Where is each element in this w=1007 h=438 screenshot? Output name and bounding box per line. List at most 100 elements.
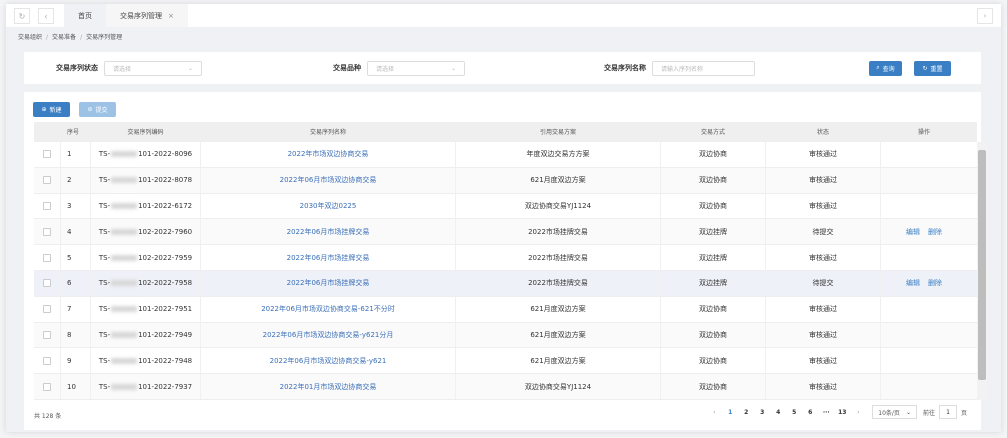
header-plan: 引用交易方案 bbox=[456, 122, 661, 141]
row-no: 10 bbox=[61, 374, 91, 399]
row-checkbox[interactable] bbox=[43, 176, 51, 185]
breadcrumb-item[interactable]: 交易准备 bbox=[52, 34, 77, 41]
page-number[interactable]: ··· bbox=[822, 408, 830, 416]
row-mode: 双边协商 bbox=[661, 374, 766, 399]
page-number[interactable]: 2 bbox=[744, 408, 749, 416]
row-plan: 621月度双边方案 bbox=[456, 167, 661, 193]
row-checkbox[interactable] bbox=[43, 356, 51, 365]
page-number[interactable]: 4 bbox=[776, 408, 781, 416]
table-row[interactable]: 7 TS- 101-2022-7951 2022年06月市场双边协商交易-621不… bbox=[34, 296, 977, 323]
delete-link[interactable]: 删除 bbox=[928, 227, 942, 236]
table-row[interactable]: 1 TS- 101-2022-8096 2022年市场双边协商交易 年度双边交易方… bbox=[34, 142, 977, 168]
redacted-mask bbox=[111, 177, 138, 184]
row-no: 5 bbox=[61, 245, 91, 270]
scrollbar-thumb[interactable] bbox=[978, 150, 986, 380]
prev-page-icon[interactable]: ‹ bbox=[713, 408, 716, 416]
sequence-name-link[interactable]: 2022年06月市场双边协商交易-y621 bbox=[269, 356, 387, 365]
row-plan: 621月度双边方案 bbox=[456, 296, 661, 322]
sequence-name-link[interactable]: 2022年06月市场挂牌交易 bbox=[286, 279, 370, 288]
row-checkbox[interactable] bbox=[43, 150, 51, 159]
page-number[interactable]: 6 bbox=[808, 408, 813, 416]
sequence-name-link[interactable]: 2022年06月市场挂牌交易 bbox=[286, 227, 370, 236]
page-number[interactable]: 5 bbox=[792, 408, 797, 416]
table-scrollbar[interactable] bbox=[977, 142, 987, 400]
row-checkbox[interactable] bbox=[43, 330, 51, 339]
row-code: TS- 101-2022-7948 bbox=[91, 348, 201, 374]
breadcrumb-item: 交易序列管理 bbox=[86, 34, 123, 41]
row-status: 待提交 bbox=[766, 219, 881, 245]
delete-link[interactable]: 删除 bbox=[928, 279, 942, 288]
row-actions: 编辑 删除 bbox=[881, 271, 967, 296]
row-code: TS- 101-2022-7937 bbox=[91, 374, 201, 399]
table-row[interactable]: 4 TS- 102-2022-7960 2022年06月市场挂牌交易 2022市场… bbox=[34, 219, 977, 246]
row-checkbox[interactable] bbox=[43, 201, 51, 210]
table-row[interactable]: 5 TS- 102-2022-7959 2022年06月市场挂牌交易 2022市场… bbox=[34, 245, 977, 271]
chevron-down-icon: ⌄ bbox=[450, 64, 456, 72]
sequence-name-link[interactable]: 2022年06月市场双边协商交易-y621分月 bbox=[262, 330, 394, 339]
row-actions bbox=[881, 348, 967, 373]
header-status: 状态 bbox=[766, 122, 881, 141]
row-code: TS- 101-2022-6172 bbox=[91, 193, 201, 219]
sequence-name-link[interactable]: 2022年01月市场双边协商交易 bbox=[279, 382, 377, 391]
row-mode: 双边协商 bbox=[661, 348, 766, 374]
row-checkbox[interactable] bbox=[43, 382, 51, 391]
variety-select[interactable]: 请选择 ⌄ bbox=[367, 60, 465, 76]
name-input[interactable]: 请输入序列名称 bbox=[652, 60, 755, 76]
edit-link[interactable]: 编辑 bbox=[906, 279, 920, 288]
row-checkbox[interactable] bbox=[43, 227, 51, 236]
sequence-name-link[interactable]: 2022年市场双边协商交易 bbox=[287, 150, 369, 159]
row-checkbox[interactable] bbox=[43, 305, 51, 314]
goto-input[interactable]: 1 bbox=[938, 405, 957, 419]
row-checkbox[interactable] bbox=[43, 279, 51, 288]
chevron-right-icon[interactable]: › bbox=[977, 8, 993, 24]
close-icon[interactable]: × bbox=[168, 11, 174, 20]
total-count: 共 128 条 bbox=[34, 413, 62, 420]
row-no: 1 bbox=[61, 142, 91, 167]
row-status: 审核通过 bbox=[766, 296, 881, 322]
status-select[interactable]: 请选择 ⌄ bbox=[104, 60, 202, 76]
row-checkbox[interactable] bbox=[43, 253, 51, 262]
tab-label: 首页 bbox=[78, 11, 92, 20]
pagination: ‹ 1 2 3 4 5 6 ··· 13 › 10条/页 ⌄ 前往 1 页 bbox=[706, 405, 967, 419]
code-prefix: TS- bbox=[98, 176, 111, 185]
code-prefix: TS- bbox=[98, 279, 111, 288]
row-actions bbox=[881, 142, 967, 167]
page-size-select[interactable]: 10条/页 ⌄ bbox=[872, 405, 917, 419]
redacted-mask bbox=[111, 331, 138, 338]
header-code: 交易序列编码 bbox=[91, 122, 201, 141]
row-status: 审核通过 bbox=[766, 374, 881, 399]
new-button[interactable]: ⊕ 新建 bbox=[33, 102, 70, 117]
tab-home[interactable]: 首页 bbox=[64, 4, 106, 27]
refresh-icon[interactable]: ↻ bbox=[14, 8, 30, 24]
page-number[interactable]: 3 bbox=[760, 408, 765, 416]
row-plan: 2022市场挂牌交易 bbox=[456, 245, 661, 270]
row-actions bbox=[881, 194, 967, 219]
table-row[interactable]: 3 TS- 101-2022-6172 2030年双边0225 双边协商交易YJ1… bbox=[34, 193, 977, 220]
sequence-name-link[interactable]: 2030年双边0225 bbox=[299, 201, 357, 210]
table-row[interactable]: 2 TS- 101-2022-8078 2022年06月市场双边协商交易 621月… bbox=[34, 167, 977, 194]
sequence-name-link[interactable]: 2022年06月市场双边协商交易-621不分时 bbox=[261, 305, 395, 314]
next-page-icon[interactable]: › bbox=[857, 408, 860, 416]
goto-suffix: 页 bbox=[960, 409, 967, 417]
submit-button[interactable]: ⊘ 提交 bbox=[79, 102, 116, 117]
sequence-name-link[interactable]: 2022年06月市场挂牌交易 bbox=[286, 253, 370, 262]
page-number[interactable]: 1 bbox=[728, 408, 733, 416]
row-code: TS- 102-2022-7960 bbox=[91, 219, 201, 245]
breadcrumb-item[interactable]: 交易组织 bbox=[18, 34, 43, 41]
header-name: 交易序列名称 bbox=[201, 122, 456, 141]
edit-link[interactable]: 编辑 bbox=[906, 227, 920, 236]
sequence-name-link[interactable]: 2022年06月市场双边协商交易 bbox=[279, 176, 377, 185]
sequence-table: 序号 交易序列编码 交易序列名称 引用交易方案 交易方式 状态 操作 1 TS-… bbox=[34, 122, 977, 400]
search-button[interactable]: ⌕ 查询 bbox=[869, 60, 902, 76]
table-row[interactable]: 8 TS- 101-2022-7949 2022年06月市场双边协商交易-y621… bbox=[34, 322, 977, 349]
table-row[interactable]: 10 TS- 101-2022-7937 2022年01月市场双边协商交易 双边协… bbox=[34, 374, 977, 400]
chevron-left-icon[interactable]: ‹ bbox=[38, 8, 54, 24]
table-row[interactable]: 6 TS- 102-2022-7958 2022年06月市场挂牌交易 2022市场… bbox=[34, 270, 977, 297]
reset-button[interactable]: ↻ 重置 bbox=[914, 60, 951, 76]
table-row[interactable]: 9 TS- 101-2022-7948 2022年06月市场双边协商交易-y621… bbox=[34, 348, 977, 375]
redacted-mask bbox=[111, 202, 138, 209]
table-card: ⊕ 新建 ⊘ 提交 序号 交易序列编码 交易序列名称 引用交易方案 交易方式 状态 … bbox=[24, 92, 987, 430]
tab-sequence-management[interactable]: 交易序列管理 × bbox=[106, 4, 188, 27]
row-actions bbox=[881, 297, 967, 322]
page-number[interactable]: 13 bbox=[838, 408, 847, 416]
